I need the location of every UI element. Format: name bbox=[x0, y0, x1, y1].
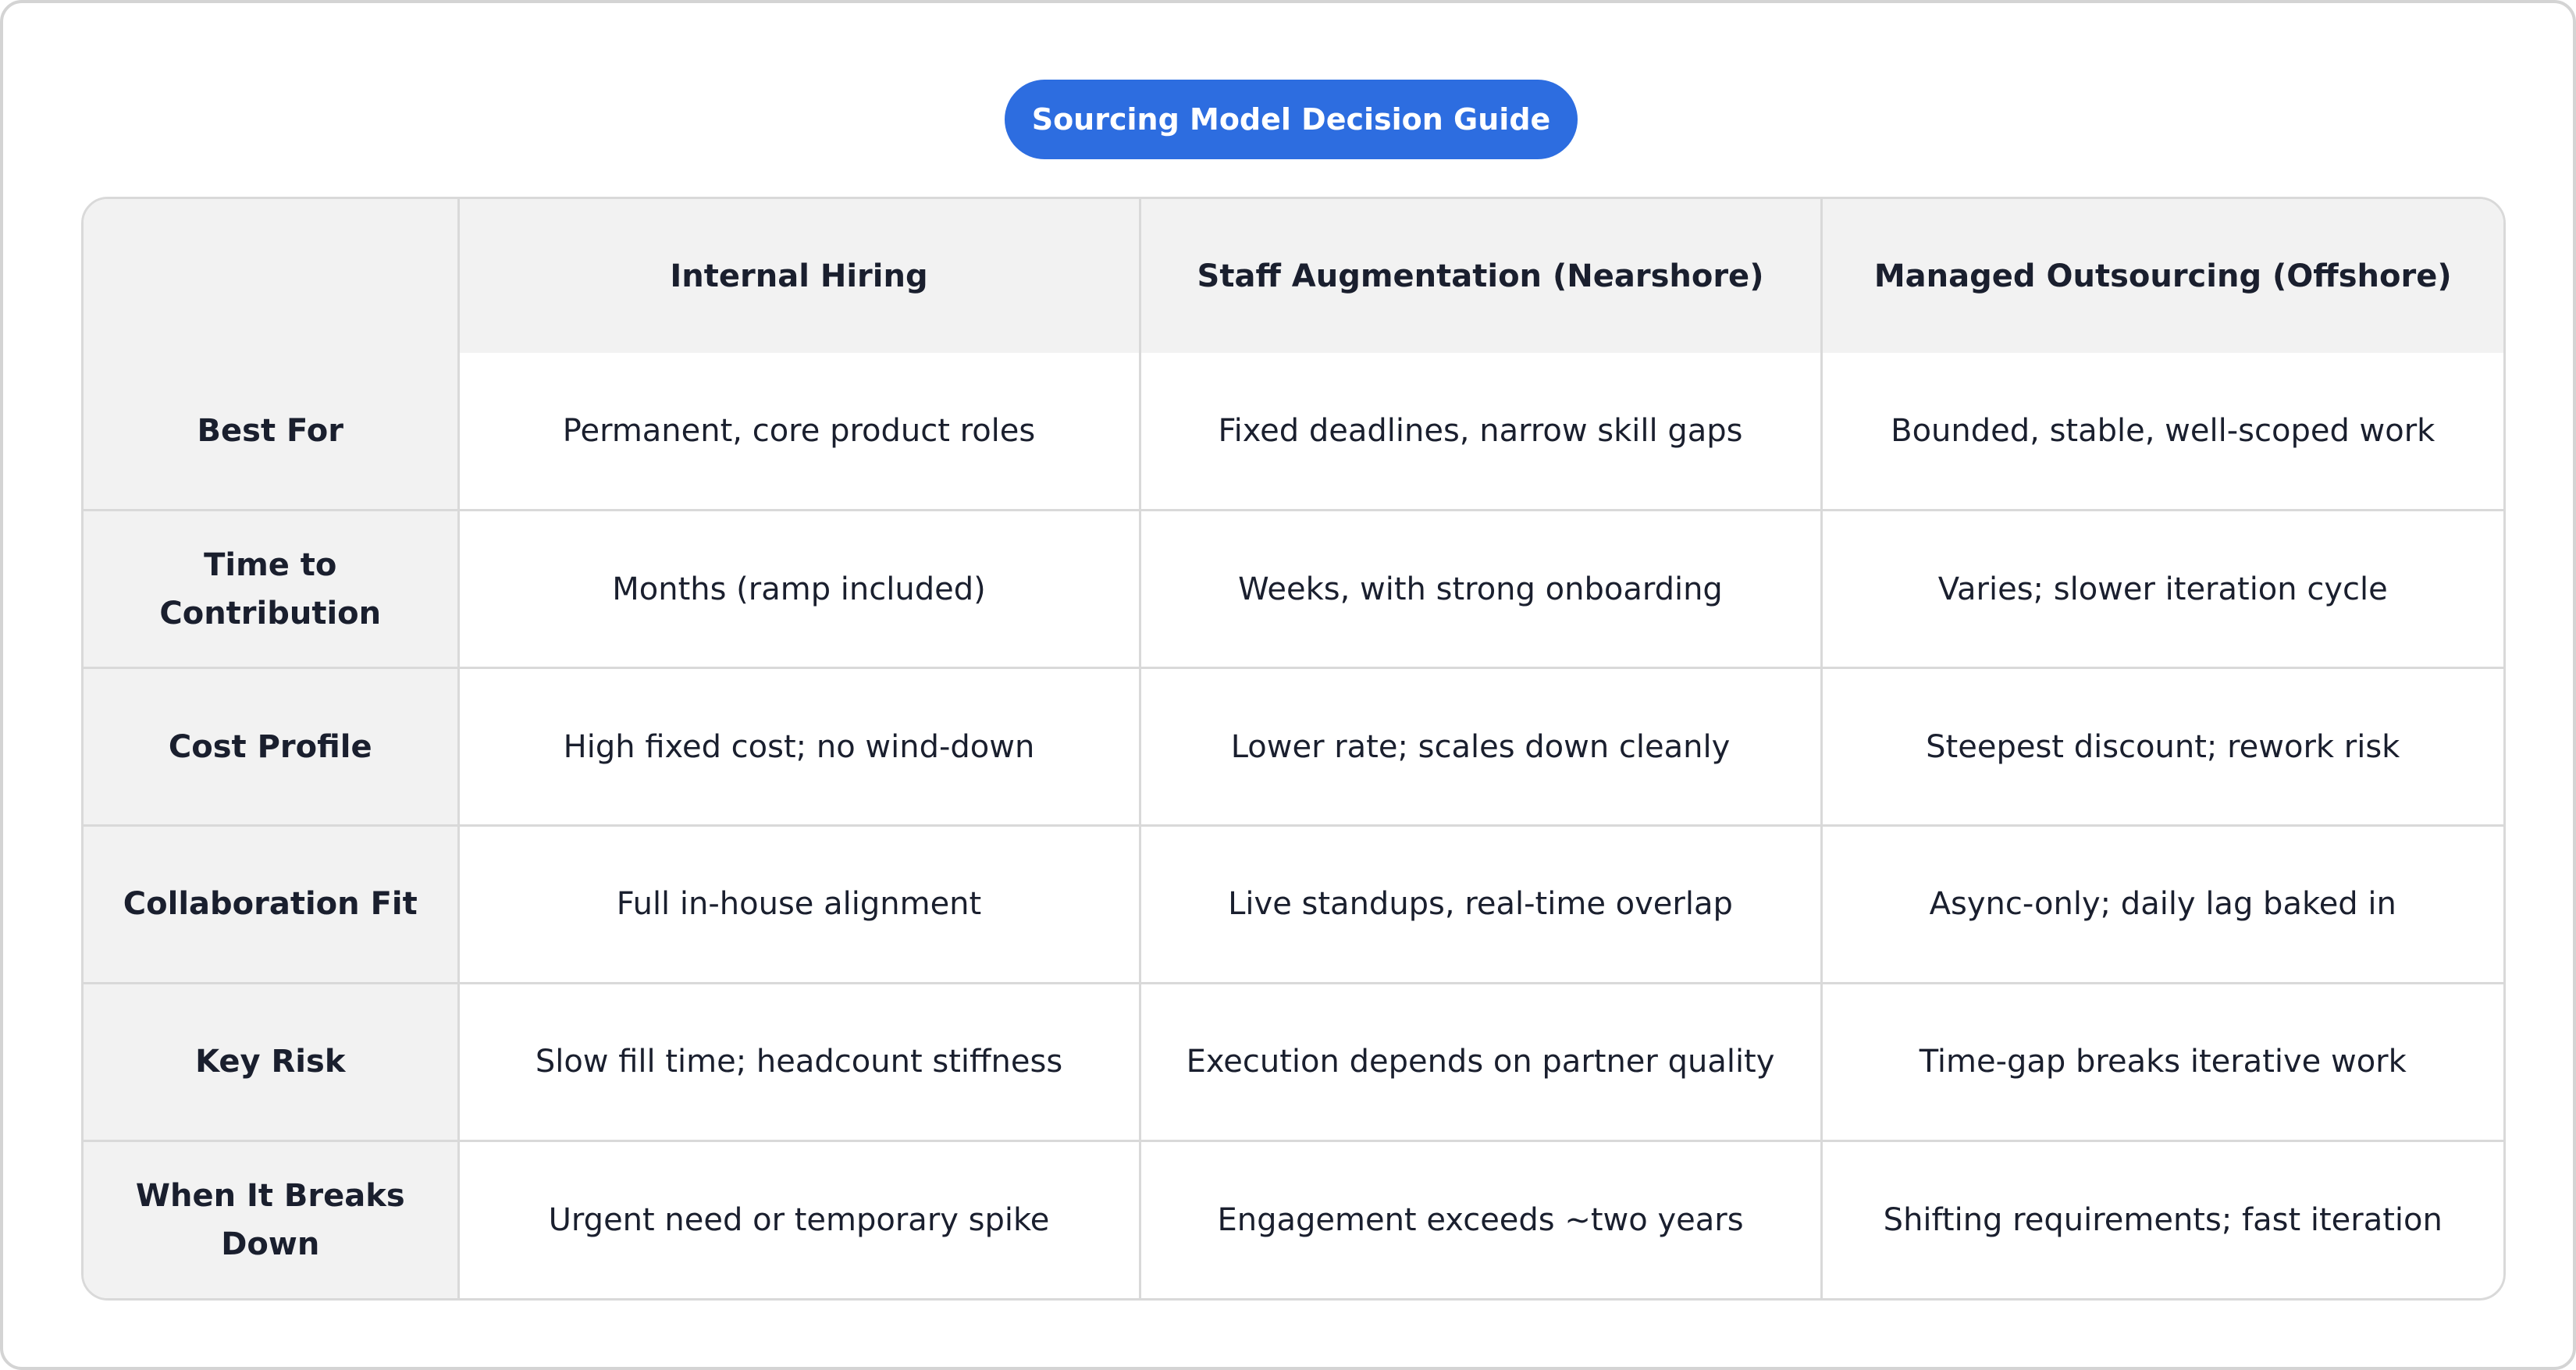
table-cell: Engagement exceeds ~two years bbox=[1138, 1139, 1823, 1298]
table-cell: Async-only; daily lag baked in bbox=[1820, 824, 2503, 984]
table-cell: Permanent, core product roles bbox=[457, 353, 1141, 512]
table-cell: Weeks, with strong onboarding bbox=[1138, 509, 1823, 670]
table-cell: Months (ramp included) bbox=[457, 509, 1141, 670]
table-cell: Shifting requirements; fast iteration bbox=[1820, 1139, 2503, 1298]
row-label-key-risk: Key Risk bbox=[84, 981, 460, 1142]
corner-cell bbox=[84, 199, 460, 353]
table-cell: High fixed cost; no wind-down bbox=[457, 667, 1141, 827]
table-cell: Fixed deadlines, narrow skill gaps bbox=[1138, 353, 1823, 512]
table-row: Key Risk Slow fill time; headcount stiff… bbox=[84, 981, 2503, 1142]
row-label-collaboration-fit: Collaboration Fit bbox=[84, 824, 460, 984]
page-title: Sourcing Model Decision Guide bbox=[1005, 80, 1578, 159]
table-row: Time to Contribution Months (ramp includ… bbox=[84, 509, 2503, 670]
table-row: Collaboration Fit Full in-house alignmen… bbox=[84, 824, 2503, 984]
table-cell: Steepest discount; rework risk bbox=[1820, 667, 2503, 827]
column-header-internal-hiring: Internal Hiring bbox=[457, 199, 1141, 353]
comparison-table: Internal Hiring Staff Augmentation (Near… bbox=[84, 199, 2503, 1298]
row-label-best-for: Best For bbox=[84, 353, 460, 512]
table-cell: Varies; slower iteration cycle bbox=[1820, 509, 2503, 670]
header-row: Internal Hiring Staff Augmentation (Near… bbox=[84, 199, 2503, 353]
table-cell: Bounded, stable, well-scoped work bbox=[1820, 353, 2503, 512]
table-row: Best For Permanent, core product roles F… bbox=[84, 353, 2503, 512]
table-cell: Full in-house alignment bbox=[457, 824, 1141, 984]
row-label-time-to-contribution: Time to Contribution bbox=[84, 509, 460, 670]
table-cell: Execution depends on partner quality bbox=[1138, 981, 1823, 1142]
column-header-managed-outsourcing: Managed Outsourcing (Offshore) bbox=[1820, 199, 2503, 353]
comparison-table-container: Internal Hiring Staff Augmentation (Near… bbox=[81, 197, 2506, 1301]
table-cell: Slow fill time; headcount stiffness bbox=[457, 981, 1141, 1142]
table-cell: Urgent need or temporary spike bbox=[457, 1139, 1141, 1298]
row-label-cost-profile: Cost Profile bbox=[84, 667, 460, 827]
table-cell: Live standups, real-time overlap bbox=[1138, 824, 1823, 984]
row-label-when-it-breaks-down: When It Breaks Down bbox=[84, 1139, 460, 1298]
table-cell: Lower rate; scales down cleanly bbox=[1138, 667, 1823, 827]
table-row: When It Breaks Down Urgent need or tempo… bbox=[84, 1139, 2503, 1298]
table-cell: Time-gap breaks iterative work bbox=[1820, 981, 2503, 1142]
table-row: Cost Profile High fixed cost; no wind-do… bbox=[84, 667, 2503, 827]
column-header-staff-augmentation: Staff Augmentation (Nearshore) bbox=[1138, 199, 1823, 353]
